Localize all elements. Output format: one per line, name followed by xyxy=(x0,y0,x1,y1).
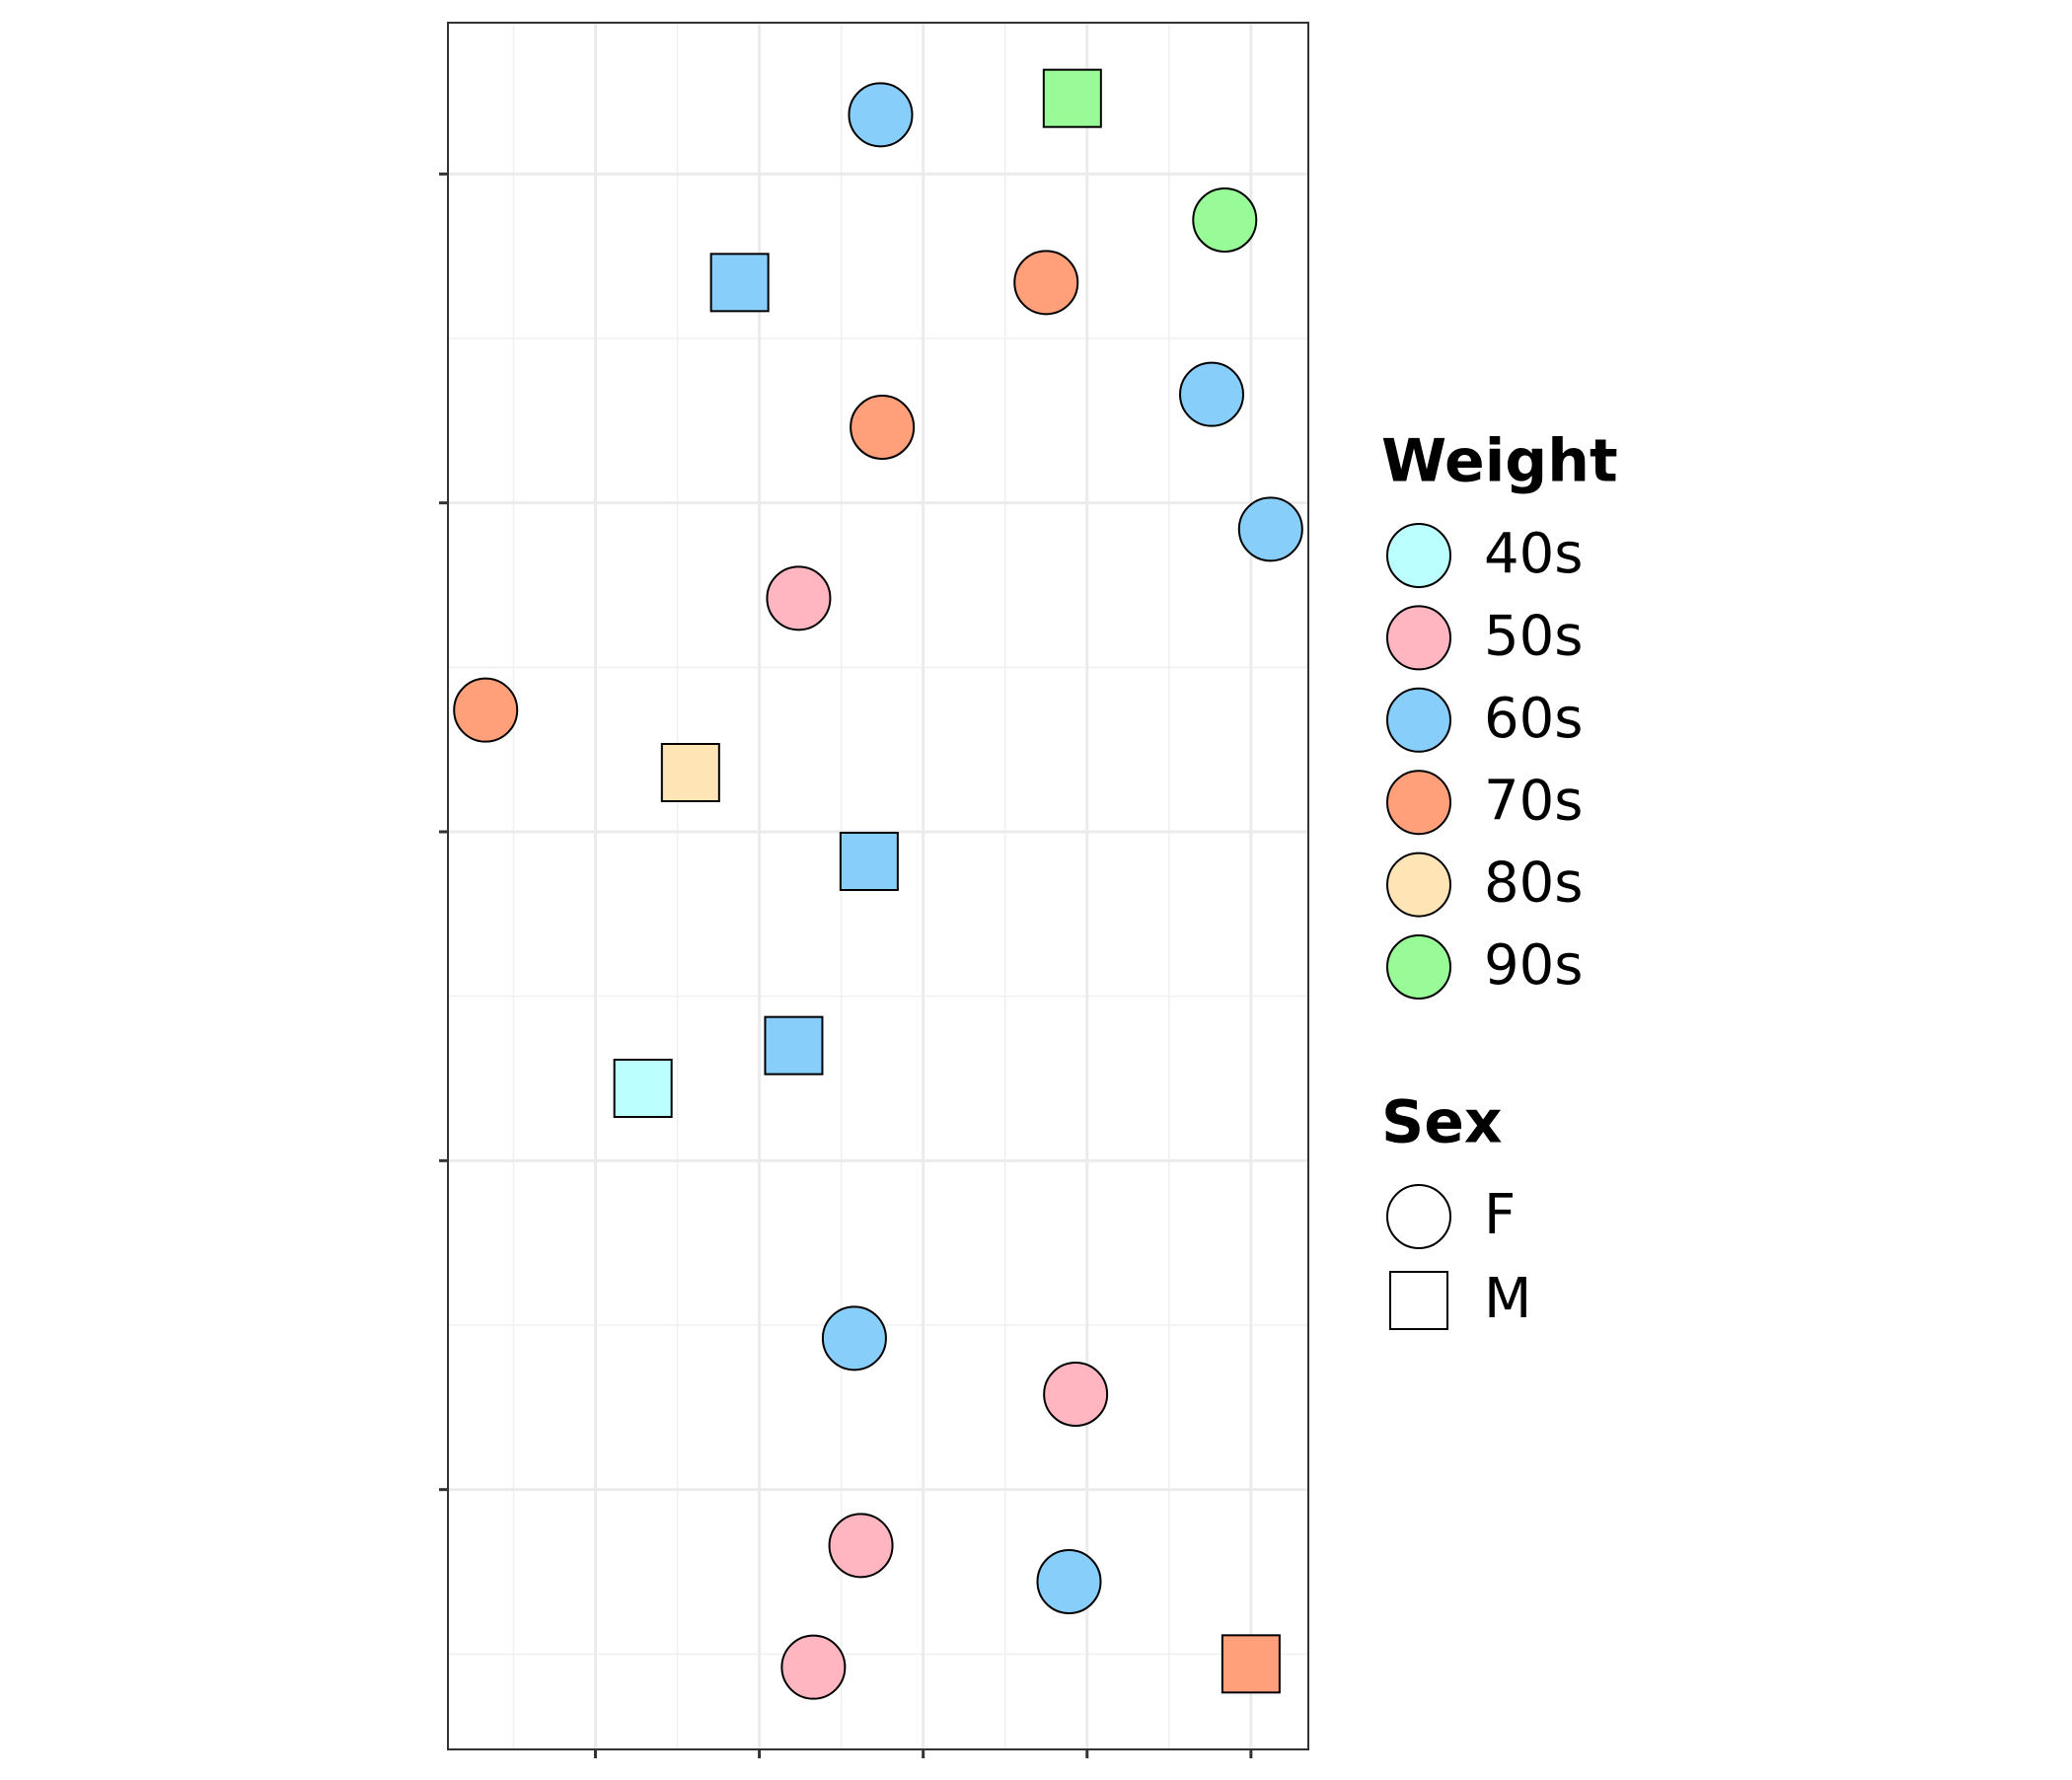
legend-key xyxy=(1386,934,1451,1000)
point xyxy=(828,1513,894,1579)
legend-key xyxy=(1386,523,1451,588)
legend-title: Sex xyxy=(1381,1088,1503,1157)
point xyxy=(766,565,832,631)
legend-key xyxy=(1386,1184,1451,1249)
point xyxy=(764,1015,824,1075)
point xyxy=(1221,1634,1281,1694)
point xyxy=(1043,1362,1109,1427)
point xyxy=(1036,1549,1102,1614)
point xyxy=(660,743,720,802)
point xyxy=(1179,361,1245,427)
legend-label: 60s xyxy=(1484,687,1583,751)
legend-key xyxy=(1386,852,1451,918)
point xyxy=(821,1305,887,1372)
point xyxy=(453,677,519,743)
point xyxy=(1042,68,1102,128)
legend-label: M xyxy=(1484,1267,1531,1331)
point xyxy=(1192,187,1258,253)
legend-key xyxy=(1386,687,1451,753)
point xyxy=(1237,496,1303,562)
point xyxy=(780,1634,847,1700)
legend-key xyxy=(1386,605,1451,671)
legend-key xyxy=(1389,1271,1448,1330)
point xyxy=(850,395,916,460)
legend-label: 40s xyxy=(1484,522,1583,586)
legend-label: 90s xyxy=(1484,933,1583,998)
panel-border xyxy=(447,22,1309,1750)
point xyxy=(709,253,770,313)
legend-label: 50s xyxy=(1484,605,1583,669)
point xyxy=(1013,250,1079,316)
point xyxy=(839,832,899,891)
legend-key xyxy=(1386,770,1451,836)
point xyxy=(613,1059,673,1118)
legend-title: Weight xyxy=(1381,427,1618,496)
point xyxy=(848,82,914,148)
legend-label: F xyxy=(1484,1183,1516,1247)
legend-label: 70s xyxy=(1484,769,1583,833)
legend-label: 80s xyxy=(1484,852,1583,916)
